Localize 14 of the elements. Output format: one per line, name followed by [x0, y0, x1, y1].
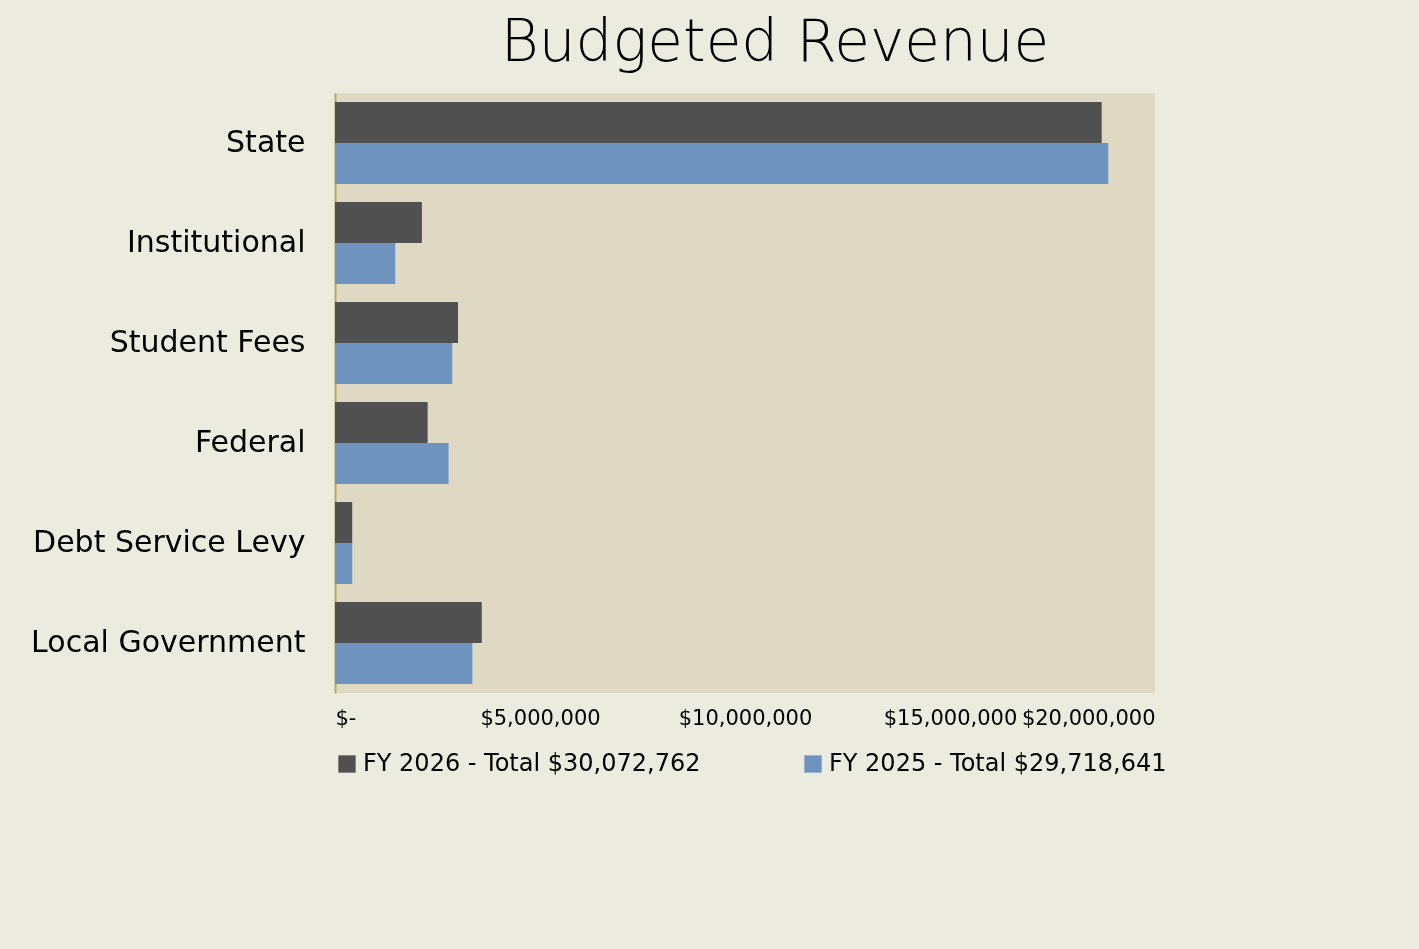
x-tick-label: $20,000,000	[1021, 705, 1156, 730]
legend-label: FY 2026 - Total $30,072,762	[363, 749, 701, 777]
y-tick-label: Federal	[194, 424, 306, 459]
x-tick-label: $15,000,000	[883, 705, 1018, 730]
y-tick-label: Debt Service Levy	[33, 524, 306, 559]
y-tick-label: Local Government	[31, 624, 306, 659]
legend-label: FY 2025 - Total $29,718,641	[829, 749, 1167, 777]
x-tick-label: $5,000,000	[480, 705, 601, 730]
chart-title: Budgeted Revenue	[500, 7, 1050, 75]
x-tick-label: $10,000,000	[678, 705, 813, 730]
x-tick-label: $-	[335, 705, 357, 730]
y-tick-label: Institutional	[126, 224, 306, 259]
y-tick-label: State	[226, 124, 306, 159]
y-tick-label: Student Fees	[109, 324, 306, 359]
